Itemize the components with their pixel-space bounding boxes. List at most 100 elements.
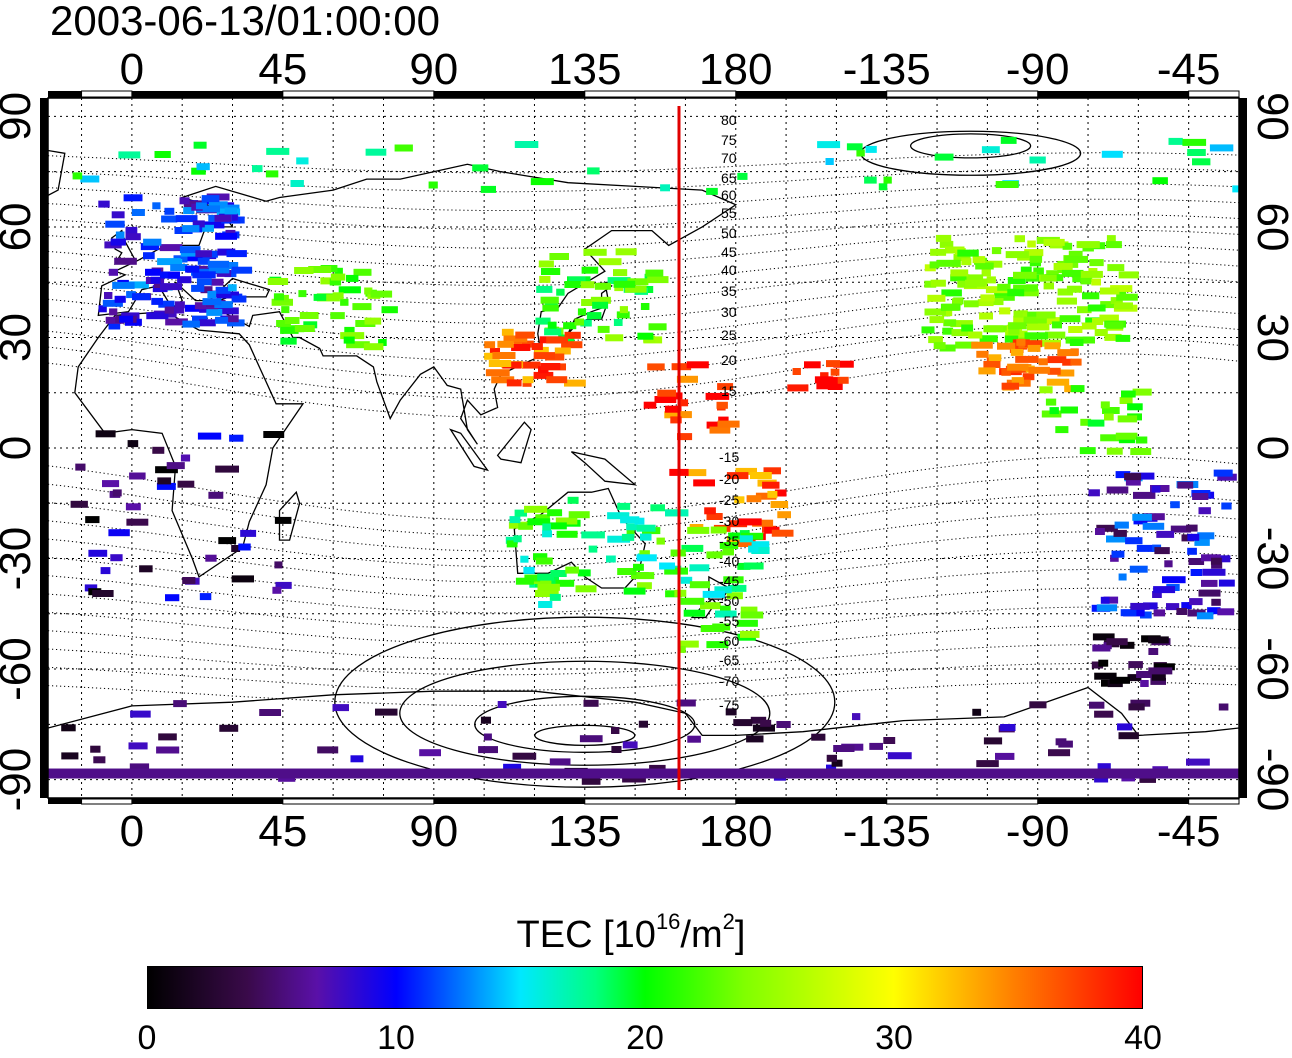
tec-cell (1154, 663, 1175, 671)
tec-cell (123, 194, 143, 202)
lat-tick-label: 90 (1248, 92, 1292, 141)
tec-cell (991, 247, 1002, 255)
contour-line (48, 183, 1239, 211)
tec-cell (767, 490, 778, 498)
tec-cell (296, 157, 309, 165)
tec-cell (581, 266, 599, 274)
tec-cell (816, 382, 830, 390)
tec-cell (370, 290, 393, 298)
frame-segment (584, 798, 737, 805)
lat-tick-label: -30 (1248, 527, 1292, 591)
tec-cell (329, 278, 342, 286)
tec-cell (353, 268, 372, 276)
tec-cell (215, 232, 237, 240)
tec-cell (934, 153, 954, 161)
tec-cell (953, 254, 971, 261)
tec-cell (1100, 434, 1120, 442)
tec-cell (645, 269, 664, 277)
contour-line (48, 474, 1239, 537)
tec-cell (115, 231, 125, 239)
tec-cell (671, 363, 692, 371)
tec-cell (294, 325, 315, 332)
tec-cell (1150, 677, 1166, 685)
tec-cell (535, 514, 550, 522)
tec-cell (472, 164, 489, 172)
tec-cell (271, 298, 293, 306)
lon-tick-label: -45 (1157, 45, 1221, 94)
tec-cell (1047, 367, 1061, 375)
tec-cell (1110, 285, 1133, 293)
tec-cell (364, 317, 382, 325)
tec-cell (577, 308, 587, 316)
tec-cell (228, 284, 237, 292)
tec-cell (522, 376, 534, 384)
tec-cell (597, 325, 610, 333)
tec-cell (240, 529, 257, 537)
tec-cell (740, 611, 764, 619)
tec-cell (1038, 358, 1048, 366)
tec-cell (983, 361, 1001, 368)
tec-cell (114, 257, 137, 265)
tec-cell (706, 551, 723, 559)
tec-cell (506, 379, 522, 387)
tec-cell (1068, 326, 1083, 333)
tec-cell (583, 248, 607, 256)
tec-cell (1062, 242, 1073, 250)
tec-cell (313, 293, 327, 301)
tec-cell (706, 421, 723, 429)
tec-cell (686, 361, 709, 369)
tec-cell (972, 708, 982, 716)
tec-cell (575, 585, 597, 593)
tec-cell (942, 327, 954, 335)
tec-cell (825, 158, 834, 165)
tec-cell (1076, 241, 1100, 249)
tec-cell (344, 326, 355, 334)
tec-cell (112, 489, 122, 497)
lon-tick-label: 180 (699, 807, 772, 856)
tec-cell (428, 181, 438, 189)
tec-cell (489, 348, 500, 355)
tec-cell (1100, 596, 1110, 604)
tec-cell (817, 141, 841, 149)
tec-cell (1087, 419, 1105, 427)
tec-cell (1001, 368, 1011, 376)
tec-cell (112, 281, 135, 289)
tec-cell (158, 300, 175, 308)
tec-cell (119, 315, 134, 323)
tec-cell (182, 320, 200, 328)
tec-cell (1079, 447, 1096, 455)
tec-cell (132, 293, 151, 301)
tec-cell (1110, 554, 1119, 562)
tec-cell (611, 727, 620, 734)
contour-label: 25 (721, 327, 737, 343)
frame-segment (886, 90, 1039, 98)
tec-cell (833, 360, 854, 368)
tec-cell (660, 184, 670, 192)
tec-cell (514, 509, 527, 517)
tec-cell (216, 307, 239, 315)
tec-cell (1139, 775, 1156, 783)
tec-cell (238, 543, 251, 551)
tec-cell (826, 764, 837, 772)
contour-label: -75 (719, 697, 739, 713)
tec-cell (743, 562, 764, 570)
borneo-coast (496, 421, 532, 464)
contour-label: -35 (719, 533, 739, 549)
lat-tick-label: -60 (0, 637, 40, 701)
tec-cell (1202, 568, 1226, 576)
tec-cell (679, 640, 699, 648)
tec-cell (1140, 611, 1152, 619)
contour-label: -70 (719, 673, 739, 689)
colorbar-tick-label: 40 (1124, 1019, 1162, 1057)
tec-cell (216, 291, 239, 299)
tec-cell (740, 630, 760, 638)
lon-tick-label: -135 (843, 807, 931, 856)
tec-cell (636, 524, 656, 532)
tec-cell (554, 347, 571, 355)
tec-cell (1211, 561, 1223, 569)
tec-cell (1099, 287, 1120, 295)
colorbar-tick-label: 30 (875, 1019, 913, 1057)
tec-cell (725, 708, 737, 716)
tec-cell (1124, 473, 1142, 481)
